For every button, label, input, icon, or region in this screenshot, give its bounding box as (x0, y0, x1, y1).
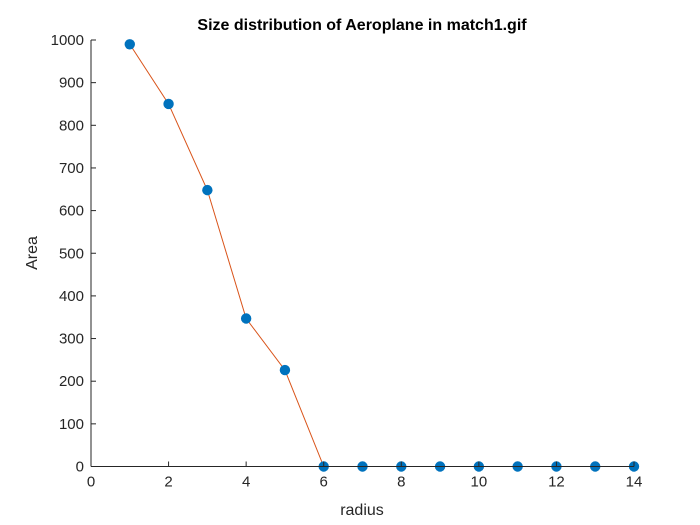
y-tick-label: 400 (59, 288, 84, 305)
data-point (279, 364, 291, 376)
y-tick-label: 900 (59, 75, 84, 92)
y-tick-label: 200 (59, 373, 84, 390)
data-point (124, 39, 135, 50)
x-tick-label: 0 (87, 474, 95, 491)
x-axis-title: radius (340, 502, 384, 519)
y-tick-label: 500 (59, 245, 84, 262)
y-tick-label: 700 (59, 160, 84, 177)
y-tick-label: 1000 (51, 32, 84, 49)
y-axis-title: Area (24, 236, 41, 270)
x-tick-label: 4 (242, 474, 250, 491)
x-tick-label: 12 (548, 474, 565, 491)
plot-background (91, 40, 634, 466)
y-tick-label: 600 (59, 203, 84, 220)
y-tick-label: 100 (59, 416, 84, 433)
chart-title: Size distribution of Aeroplane in match1… (197, 17, 527, 34)
y-tick-label: 0 (76, 459, 84, 476)
y-ticks: 0 100 200 300 400 500 600 700 800 900 1000 (51, 32, 96, 476)
data-point (163, 98, 174, 110)
y-tick-label: 300 (59, 331, 84, 348)
data-point (202, 184, 213, 196)
x-ticks: 0 2 4 6 8 10 12 14 (87, 461, 643, 491)
x-tick-label: 14 (626, 474, 643, 491)
x-tick-label: 2 (164, 474, 172, 491)
data-point (240, 313, 252, 324)
x-tick-label: 6 (320, 474, 328, 491)
x-tick-label: 8 (397, 474, 405, 491)
y-tick-label: 800 (59, 117, 84, 134)
x-tick-label: 10 (471, 474, 488, 491)
